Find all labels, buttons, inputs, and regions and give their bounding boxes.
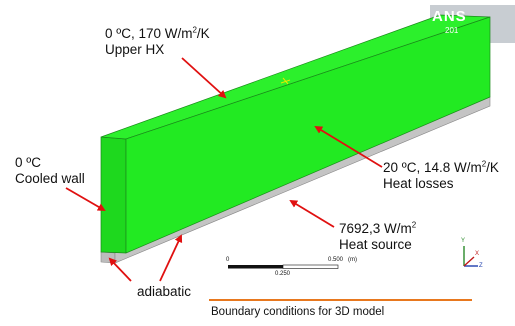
box-front-face [125, 16, 491, 254]
scale-bar-black-segment [228, 265, 283, 269]
ansys-logo: ANS 201 [432, 8, 492, 48]
label-adiabatic: adiabatic [137, 284, 192, 299]
label-heat-source-value: 7692,3 W/m2 [339, 220, 417, 236]
axis-x-label: X [475, 251, 480, 257]
caption-rule [209, 299, 472, 301]
scale-tick-end: 0.500 [328, 257, 344, 263]
arrow-adiabatic-right [159, 234, 183, 282]
box-left-face [100, 136, 127, 254]
scale-unit: (m) [348, 257, 357, 263]
scale-bar [228, 264, 339, 269]
arrow-heat-losses [314, 125, 383, 168]
caption: Boundary conditions for 3D model [211, 306, 385, 318]
scale-tick-mid: 0.250 [275, 271, 291, 277]
axis-x-line [463, 256, 475, 267]
label-heat-losses: Heat losses [383, 176, 454, 191]
label-upper-hx: Upper HX [105, 42, 165, 57]
arrow-cooled-wall [65, 187, 106, 212]
axis-triad [463, 246, 478, 267]
arrow-heat-source [289, 199, 335, 228]
label-upper-hx-conditions: 0 ºC, 170 W/m2/K [105, 25, 210, 41]
scale-tick-0: 0 [226, 257, 230, 263]
label-cooled-wall: Cooled wall [15, 171, 85, 186]
axis-y-label: Y [461, 238, 466, 244]
arrow-upper-hx [181, 57, 227, 99]
logo-year: 201 [445, 26, 459, 35]
scale-bar-white-segment [282, 264, 339, 269]
label-heat-losses-conditions: 20 ºC, 14.8 W/m2/K [383, 159, 499, 175]
arrow-adiabatic-left [108, 257, 132, 282]
label-cooled-wall-temp: 0 ºC [15, 155, 41, 170]
axis-z-label: Z [479, 263, 483, 269]
logo-text: ANS [432, 8, 467, 25]
origin-marker [280, 77, 291, 85]
label-heat-source: Heat source [339, 237, 412, 252]
